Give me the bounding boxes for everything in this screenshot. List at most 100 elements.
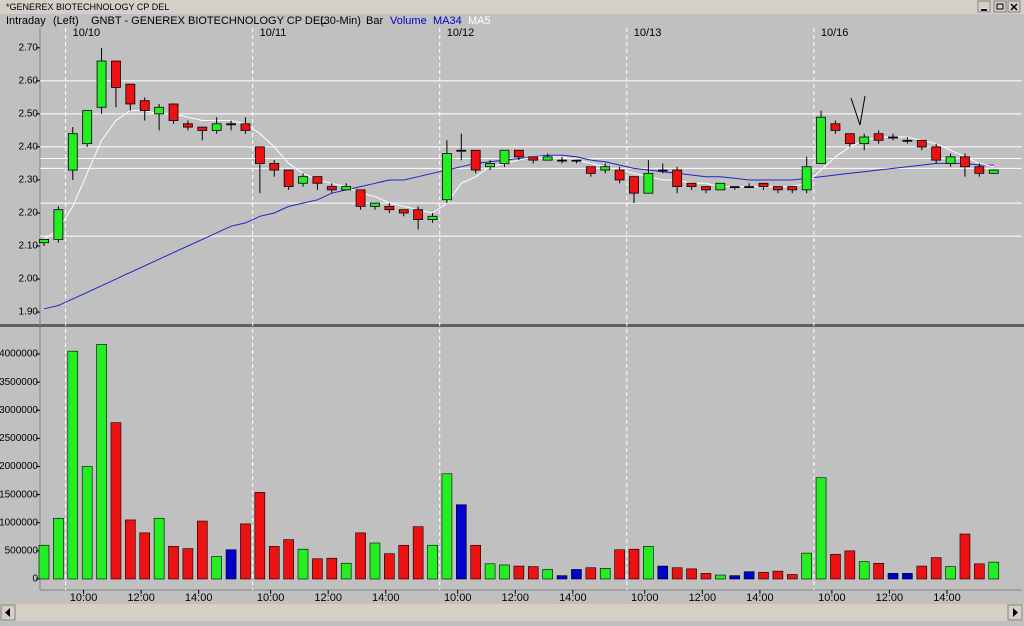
candle-body — [427, 215, 438, 220]
x-tick-label: 14:00 — [746, 592, 774, 604]
volume-bar — [945, 566, 956, 580]
candle-body — [442, 153, 452, 201]
x-tick-label: 10:00 — [818, 592, 846, 604]
x-tick-label: 10:00 — [444, 592, 472, 604]
volume-bar — [758, 571, 769, 580]
restore-icon — [996, 3, 1004, 10]
y-tick-label: 2500000 — [0, 433, 38, 444]
volume-bar — [974, 563, 985, 580]
y-tick-label: 2000000 — [0, 461, 38, 472]
candle-body — [816, 116, 826, 164]
candle-body — [931, 146, 942, 161]
volume-bar — [700, 573, 712, 580]
side-label: (Left) — [53, 15, 79, 27]
candle-body — [370, 202, 380, 207]
candle-body — [960, 156, 970, 168]
candle-body — [254, 146, 265, 164]
candle-body — [39, 239, 49, 244]
interval-label: (30-Min) — [320, 15, 361, 27]
candle-body — [686, 182, 697, 187]
y-tick-label: 2.10 — [19, 241, 39, 252]
candle-body — [312, 176, 323, 184]
x-tick-label: 12:00 — [502, 592, 530, 604]
candle-body — [643, 172, 654, 194]
annotation-mark — [850, 95, 866, 126]
candle-body — [226, 123, 236, 126]
x-tick-label: 12:00 — [876, 592, 904, 604]
candle-body — [916, 139, 927, 148]
candle-body — [571, 159, 582, 162]
candle-body — [787, 186, 798, 191]
x-tick-label: 14:00 — [185, 592, 213, 604]
minimize-button[interactable] — [977, 0, 991, 13]
volume-bar — [398, 544, 410, 580]
candle-body — [269, 163, 280, 171]
candle-body — [154, 106, 165, 115]
candle-body — [298, 176, 308, 184]
x-tick-label: 12:00 — [127, 592, 155, 604]
candle-body — [341, 186, 352, 191]
volume-bar — [873, 562, 884, 580]
style-label: Bar — [366, 15, 383, 27]
candle-body — [513, 149, 524, 158]
candle-body — [456, 149, 467, 152]
candle-body — [585, 166, 596, 174]
volume-bar — [988, 561, 1000, 580]
y-tick-label: 3000000 — [0, 405, 38, 416]
window-title: *GENEREX BIOTECHNOLOGY CP DEL — [6, 2, 169, 12]
volume-bar — [815, 477, 827, 580]
y-tick-label: 1000000 — [0, 517, 38, 528]
volume-bar — [902, 573, 913, 580]
volume-bar — [585, 567, 597, 580]
volume-bar — [283, 539, 294, 580]
y-tick-label: 3500000 — [0, 377, 38, 388]
volume-bar — [916, 565, 928, 580]
scrollbar[interactable] — [0, 604, 1024, 621]
y-tick-label: 0 — [32, 574, 38, 585]
volume-bar — [355, 532, 366, 580]
x-tick-label: 10:00 — [257, 592, 285, 604]
volume-bar — [125, 519, 136, 580]
y-tick-label: 2.60 — [19, 75, 39, 86]
volume-bar — [67, 350, 79, 580]
x-tick-label: 12:00 — [314, 592, 342, 604]
candle-body — [557, 159, 567, 162]
volume-bar — [456, 504, 467, 580]
candle-body — [125, 83, 136, 105]
candle-body — [53, 209, 64, 240]
y-tick-label: 1500000 — [0, 489, 38, 500]
candle-body — [111, 60, 121, 88]
x-tick-label: 10:00 — [70, 592, 98, 604]
volume-bar — [225, 549, 237, 580]
volume-bar — [153, 517, 165, 580]
volume-bar — [786, 574, 798, 580]
window-buttons[interactable] — [977, 0, 1021, 13]
volume-bar — [499, 564, 510, 580]
restore-button[interactable] — [993, 0, 1007, 13]
volume-bar — [614, 549, 625, 580]
candle-body — [283, 169, 294, 187]
volume-bar — [671, 567, 683, 580]
candle-body — [67, 133, 78, 171]
volume-bar — [312, 558, 323, 580]
volume-bar — [887, 573, 899, 580]
candle-body — [614, 169, 625, 181]
volume-bar — [470, 544, 482, 580]
volume-panel — [0, 327, 1024, 604]
x-tick-label: 14:00 — [372, 592, 400, 604]
x-tick-label: 12:00 — [689, 592, 717, 604]
volume-bar — [571, 569, 582, 580]
symbol-label: GNBT - GENEREX BIOTECHNOLOGY CP DEL — [91, 15, 326, 27]
candle-body — [197, 126, 208, 131]
title-bar — [0, 0, 1024, 14]
candle-body — [902, 139, 913, 142]
day-label: 10/16 — [821, 27, 849, 39]
candle-body — [499, 149, 510, 164]
day-label: 10/10 — [73, 27, 101, 39]
day-label: 10/13 — [634, 27, 662, 39]
volume-bar — [340, 562, 352, 580]
volume-bar — [297, 548, 309, 580]
volume-bar — [484, 563, 496, 580]
volume-bar — [254, 492, 266, 580]
x-tick-label: 14:00 — [559, 592, 587, 604]
